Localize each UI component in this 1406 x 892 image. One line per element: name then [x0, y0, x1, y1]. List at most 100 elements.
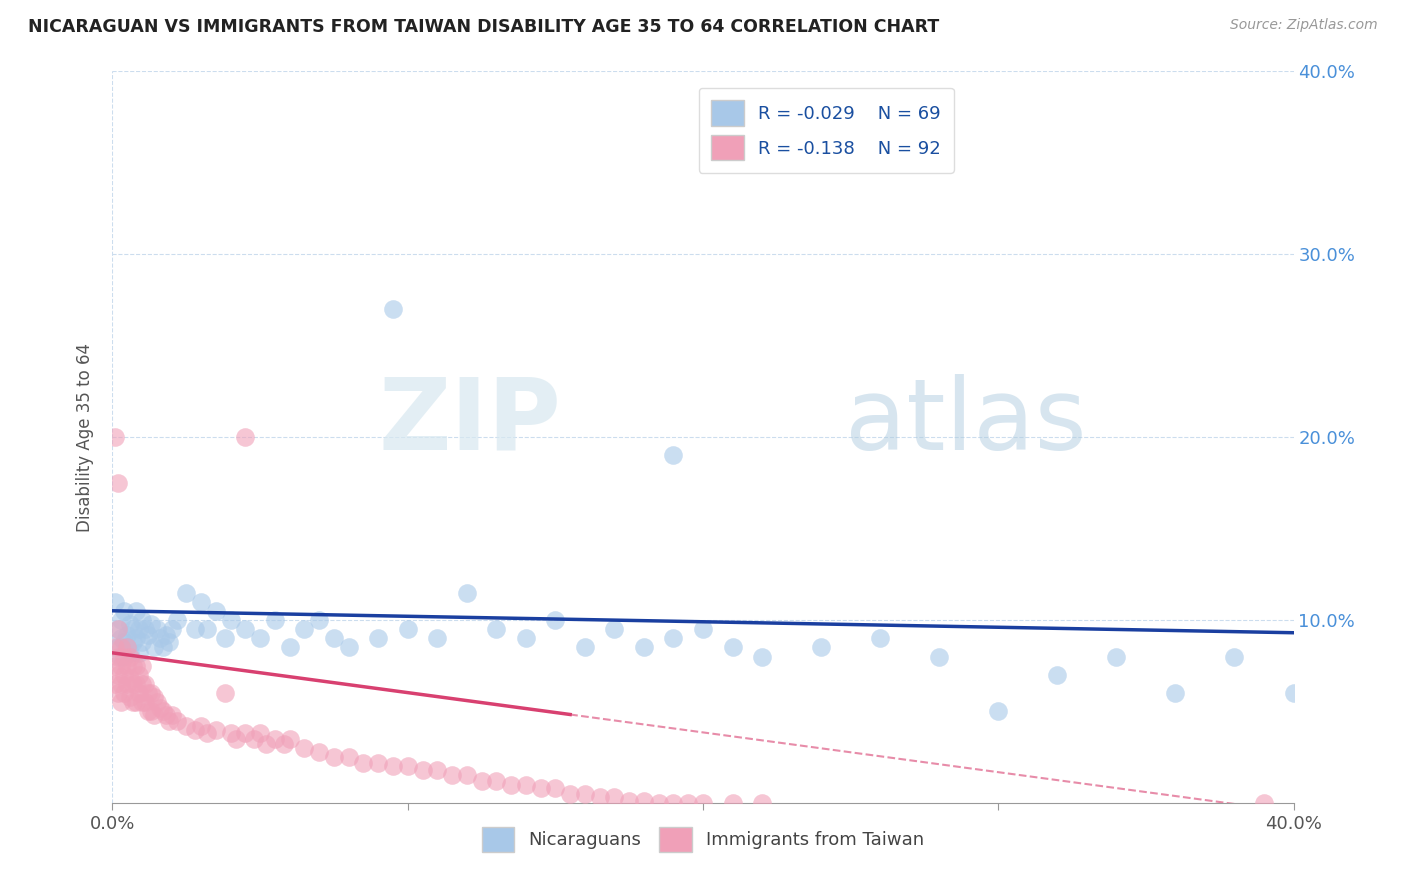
Point — [382, 301, 405, 317]
Point — [142, 690, 165, 704]
Point — [117, 627, 138, 641]
Point — [249, 632, 271, 646]
Point — [184, 723, 207, 737]
Point — [107, 475, 129, 490]
Point — [120, 646, 142, 660]
Point — [122, 635, 145, 649]
Point — [122, 622, 145, 636]
Point — [603, 622, 626, 636]
Point — [149, 632, 172, 646]
Point — [131, 635, 153, 649]
Point — [1164, 686, 1187, 700]
Point — [110, 658, 132, 673]
Point — [112, 667, 135, 681]
Point — [233, 622, 256, 636]
Point — [117, 658, 138, 673]
Point — [166, 714, 188, 728]
Point — [323, 632, 346, 646]
Point — [136, 705, 159, 719]
Point — [112, 635, 135, 649]
Point — [134, 622, 156, 636]
Point — [308, 745, 330, 759]
Point — [485, 773, 508, 788]
Point — [249, 726, 271, 740]
Point — [152, 705, 174, 719]
Point — [131, 677, 153, 691]
Point — [456, 585, 478, 599]
Point — [721, 796, 744, 810]
Point — [751, 649, 773, 664]
Point — [195, 622, 218, 636]
Point — [205, 723, 228, 737]
Point — [214, 632, 236, 646]
Point — [122, 695, 145, 709]
Point — [104, 640, 127, 655]
Point — [110, 649, 132, 664]
Point — [125, 604, 148, 618]
Text: ZIP: ZIP — [378, 374, 561, 471]
Point — [308, 613, 330, 627]
Point — [190, 719, 212, 733]
Point — [107, 622, 129, 636]
Point — [131, 695, 153, 709]
Point — [396, 759, 419, 773]
Point — [662, 448, 685, 462]
Point — [588, 790, 610, 805]
Text: NICARAGUAN VS IMMIGRANTS FROM TAIWAN DISABILITY AGE 35 TO 64 CORRELATION CHART: NICARAGUAN VS IMMIGRANTS FROM TAIWAN DIS… — [28, 18, 939, 36]
Point — [128, 667, 150, 681]
Point — [501, 778, 523, 792]
Point — [184, 622, 207, 636]
Point — [219, 613, 242, 627]
Text: Source: ZipAtlas.com: Source: ZipAtlas.com — [1230, 18, 1378, 32]
Point — [352, 756, 374, 770]
Point — [142, 640, 165, 655]
Point — [136, 686, 159, 700]
Point — [120, 672, 142, 686]
Point — [278, 731, 301, 746]
Point — [134, 677, 156, 691]
Point — [810, 640, 832, 655]
Point — [125, 677, 148, 691]
Point — [160, 622, 183, 636]
Point — [515, 778, 537, 792]
Point — [558, 787, 582, 801]
Point — [120, 616, 142, 631]
Point — [107, 686, 129, 700]
Point — [233, 430, 256, 444]
Point — [139, 686, 162, 700]
Point — [104, 677, 127, 691]
Point — [149, 700, 172, 714]
Point — [174, 719, 197, 733]
Text: atlas: atlas — [845, 374, 1087, 471]
Point — [110, 632, 132, 646]
Point — [515, 632, 537, 646]
Point — [264, 731, 287, 746]
Point — [104, 430, 127, 444]
Point — [112, 649, 135, 664]
Point — [131, 658, 153, 673]
Point — [264, 613, 287, 627]
Point — [721, 640, 744, 655]
Point — [139, 705, 162, 719]
Point — [456, 768, 478, 782]
Point — [1105, 649, 1128, 664]
Point — [110, 695, 132, 709]
Point — [928, 649, 950, 664]
Point — [117, 677, 138, 691]
Point — [128, 646, 150, 660]
Point — [152, 640, 174, 655]
Point — [367, 632, 389, 646]
Point — [117, 640, 138, 655]
Point — [166, 613, 188, 627]
Point — [125, 695, 148, 709]
Point — [1046, 667, 1069, 681]
Point — [1223, 649, 1246, 664]
Point — [155, 708, 177, 723]
Point — [136, 627, 159, 641]
Point — [692, 622, 714, 636]
Point — [678, 796, 700, 810]
Point — [692, 796, 714, 810]
Point — [1282, 686, 1305, 700]
Point — [205, 604, 228, 618]
Point — [603, 790, 626, 805]
